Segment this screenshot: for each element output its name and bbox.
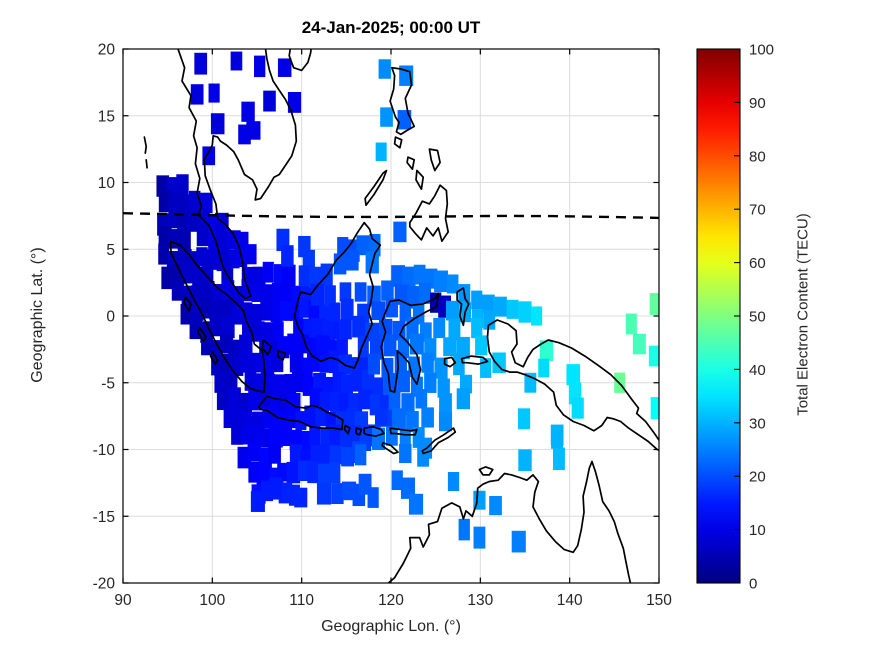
svg-text:130: 130 [467, 592, 493, 609]
coast-hainan [288, 49, 312, 72]
svg-text:5: 5 [106, 242, 115, 259]
colorbar: 0 10 20 30 40 50 60 70 80 90 100 [696, 42, 774, 593]
coast-belitung [276, 349, 287, 361]
y-tick-labels: 20 15 10 5 0 -5 -10 -15 -20 [93, 42, 116, 593]
svg-text:30: 30 [749, 415, 766, 432]
coast-negros-cebu [415, 169, 425, 191]
coast-sumba [381, 441, 399, 455]
coast-andaman-islands-1 [143, 136, 148, 154]
svg-text:20: 20 [98, 42, 116, 59]
coast-new-britain-fragment [660, 381, 670, 394]
coast-tiwi-islands [478, 466, 494, 476]
x-tick-labels: 90 100 110 120 130 140 150 [114, 592, 672, 609]
coast-buru [443, 356, 457, 368]
coast-sumatra [169, 240, 266, 393]
x-axis-label: Geographic Lon. (°) [321, 618, 461, 635]
svg-text:0: 0 [749, 576, 757, 593]
coast-mindanao [408, 184, 450, 243]
coast-sumbawa [363, 425, 385, 437]
svg-text:120: 120 [378, 592, 404, 609]
svg-text:40: 40 [749, 362, 766, 379]
coast-panay [406, 156, 416, 171]
coast-new-guinea [486, 319, 659, 452]
svg-text:60: 60 [749, 255, 766, 272]
coast-timor [421, 427, 457, 455]
coast-palawan [364, 169, 388, 207]
colorbar-tick-labels: 0 10 20 30 40 50 60 70 80 90 100 [749, 42, 774, 593]
svg-text:10: 10 [749, 522, 766, 539]
colorbar-label: Total Electron Content (TECU) [794, 213, 812, 416]
svg-text:50: 50 [749, 309, 766, 326]
plot-title: 24-Jan-2025; 00:00 UT [301, 18, 481, 37]
coast-halmahera [456, 287, 470, 327]
svg-text:80: 80 [749, 148, 766, 165]
svg-text:90: 90 [114, 592, 132, 609]
coast-bangka [261, 339, 273, 356]
svg-text:90: 90 [749, 95, 766, 112]
axes-box [122, 48, 660, 584]
coast-samar-leyte [428, 148, 441, 172]
magnetic-equator-line [123, 212, 659, 220]
svg-text:-5: -5 [101, 375, 115, 392]
coast-siberut [197, 327, 207, 343]
svg-text:70: 70 [749, 202, 766, 219]
coast-pagai [209, 351, 219, 365]
coast-java [257, 395, 344, 431]
svg-text:110: 110 [289, 592, 314, 609]
coast-luzon [389, 66, 416, 136]
coast-nias [182, 296, 192, 312]
y-axis-label: Geographic Lat. (°) [29, 247, 46, 383]
svg-text:-20: -20 [93, 576, 116, 593]
coast-andaman-islands-2 [145, 158, 148, 169]
svg-text:100: 100 [199, 592, 225, 609]
coast-indochina-malay-peninsula [177, 49, 298, 300]
tec-tiles [156, 51, 659, 553]
colorbar-ticks [734, 101, 740, 531]
svg-text:-10: -10 [93, 442, 116, 459]
svg-text:-15: -15 [93, 509, 115, 526]
svg-text:100: 100 [749, 42, 774, 59]
coast-seram [460, 355, 489, 365]
svg-text:15: 15 [98, 108, 115, 125]
coast-sulawesi [380, 292, 440, 393]
svg-text:0: 0 [106, 309, 115, 326]
svg-text:140: 140 [557, 592, 583, 609]
coast-borneo [293, 221, 382, 369]
coast-australia [387, 460, 632, 583]
coast-flores [389, 427, 418, 436]
coast-lombok [355, 427, 363, 436]
coast-mindoro [393, 136, 403, 149]
svg-text:10: 10 [98, 175, 116, 192]
coast-bali [343, 424, 351, 435]
svg-text:150: 150 [646, 592, 672, 609]
coastlines [143, 49, 670, 583]
svg-text:20: 20 [749, 469, 766, 486]
